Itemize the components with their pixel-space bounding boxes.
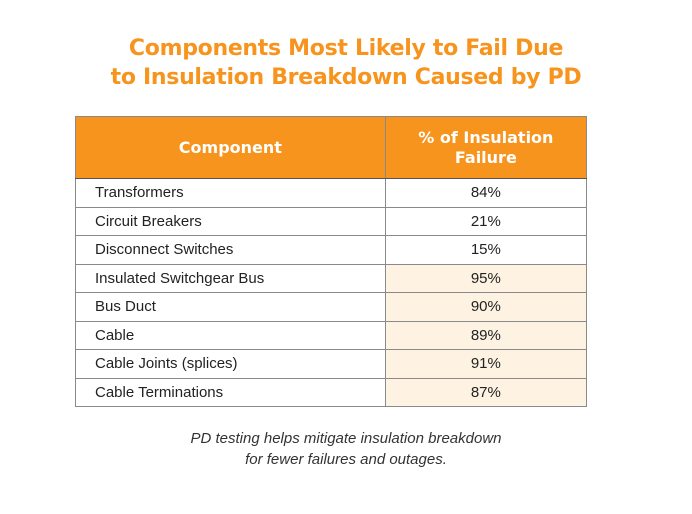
- component-name-cell: Circuit Breakers: [75, 206, 386, 236]
- component-name-cell: Disconnect Switches: [75, 235, 386, 265]
- component-name-cell: Insulated Switchgear Bus: [75, 263, 386, 293]
- failure-percent-cell: 89%: [384, 320, 588, 350]
- insulation-failure-table: Component % of Insulation Failure Transf…: [75, 116, 588, 407]
- caption: PD testing helps mitigate insulation bre…: [0, 428, 692, 470]
- table-row: Insulated Switchgear Bus 95%: [75, 263, 588, 293]
- component-name-cell: Cable Terminations: [75, 377, 386, 407]
- column-header-percent: % of Insulation Failure: [384, 116, 588, 179]
- chart-title-line-2: to Insulation Breakdown Caused by PD: [110, 65, 582, 90]
- chart-title: Components Most Likely to Fail Due to In…: [0, 34, 692, 92]
- failure-percent-cell: 87%: [384, 377, 588, 407]
- failure-percent-cell: 15%: [384, 235, 588, 265]
- table-row: Cable Terminations 87%: [75, 377, 588, 407]
- component-name-cell: Cable Joints (splices): [75, 349, 386, 379]
- failure-percent-cell: 90%: [384, 292, 588, 322]
- column-header-component: Component: [75, 116, 386, 179]
- table-row: Disconnect Switches 15%: [75, 235, 588, 265]
- component-name-cell: Transformers: [75, 178, 386, 208]
- table-row: Cable Joints (splices) 91%: [75, 349, 588, 379]
- chart-title-line-1: Components Most Likely to Fail Due: [128, 36, 564, 61]
- caption-line-2: for fewer failures and outages.: [245, 451, 447, 468]
- table-header: Component % of Insulation Failure: [75, 116, 588, 179]
- table-row: Bus Duct 90%: [75, 292, 588, 322]
- component-name-cell: Cable: [75, 320, 386, 350]
- component-name-cell: Bus Duct: [75, 292, 386, 322]
- table-row: Cable 89%: [75, 320, 588, 350]
- table-row: Transformers 84%: [75, 178, 588, 208]
- caption-line-1: PD testing helps mitigate insulation bre…: [190, 430, 502, 447]
- failure-percent-cell: 84%: [384, 178, 588, 208]
- failure-percent-cell: 95%: [384, 263, 588, 293]
- failure-percent-cell: 91%: [384, 349, 588, 379]
- table-row: Circuit Breakers 21%: [75, 206, 588, 236]
- failure-percent-cell: 21%: [384, 206, 588, 236]
- table-body: Transformers 84% Circuit Breakers 21% Discon…: [75, 178, 588, 407]
- header-row: Component % of Insulation Failure: [75, 116, 588, 179]
